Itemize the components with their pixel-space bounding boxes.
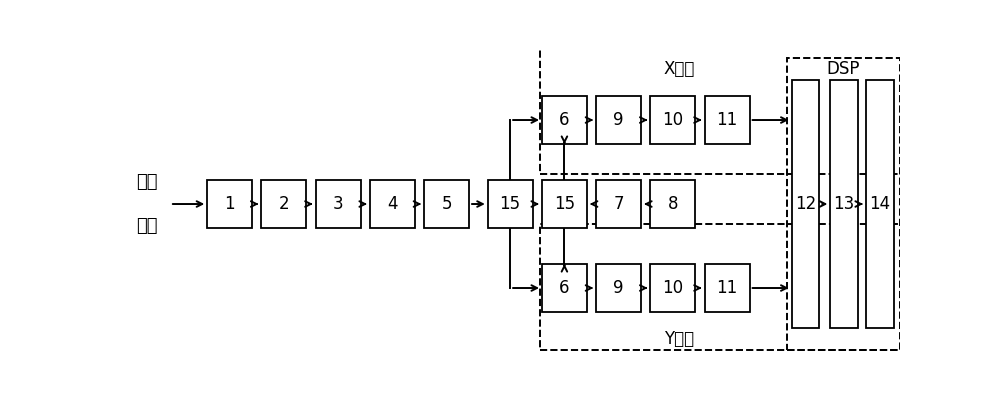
Text: 5: 5 bbox=[441, 195, 452, 213]
Text: 3: 3 bbox=[333, 195, 343, 213]
Bar bbox=[207, 180, 252, 228]
Bar bbox=[542, 264, 587, 312]
Text: 9: 9 bbox=[613, 111, 624, 129]
Text: 6: 6 bbox=[559, 279, 570, 297]
Bar bbox=[650, 180, 695, 228]
Bar bbox=[650, 96, 695, 144]
Bar bbox=[650, 264, 695, 312]
Bar bbox=[542, 180, 587, 228]
Bar bbox=[542, 96, 587, 144]
Bar bbox=[596, 180, 641, 228]
Text: 信号: 信号 bbox=[136, 217, 157, 235]
Text: 15: 15 bbox=[554, 195, 575, 213]
Bar bbox=[424, 180, 469, 228]
Bar bbox=[596, 264, 641, 312]
Text: 1: 1 bbox=[224, 195, 235, 213]
Bar bbox=[787, 58, 900, 350]
Bar bbox=[705, 96, 750, 144]
Bar bbox=[488, 180, 533, 228]
Text: DSP: DSP bbox=[827, 60, 860, 78]
Bar bbox=[261, 180, 306, 228]
Bar bbox=[540, 0, 1000, 175]
Text: 10: 10 bbox=[662, 279, 683, 297]
Text: 11: 11 bbox=[717, 111, 738, 129]
Text: Y偏振: Y偏振 bbox=[664, 330, 694, 348]
Text: 6: 6 bbox=[559, 111, 570, 129]
Text: 15: 15 bbox=[500, 195, 521, 213]
Bar bbox=[596, 96, 641, 144]
Text: 7: 7 bbox=[613, 195, 624, 213]
Text: 8: 8 bbox=[668, 195, 678, 213]
Text: 9: 9 bbox=[613, 279, 624, 297]
Text: 13: 13 bbox=[834, 195, 855, 213]
Text: 14: 14 bbox=[869, 195, 890, 213]
Text: 输入: 输入 bbox=[136, 173, 157, 191]
Text: 2: 2 bbox=[279, 195, 289, 213]
Text: 10: 10 bbox=[662, 111, 683, 129]
Bar bbox=[316, 180, 361, 228]
Bar bbox=[830, 80, 858, 328]
Bar bbox=[370, 180, 415, 228]
Text: 11: 11 bbox=[717, 279, 738, 297]
Bar bbox=[540, 224, 1000, 350]
Bar bbox=[792, 80, 819, 328]
Text: 12: 12 bbox=[795, 195, 816, 213]
Bar bbox=[705, 264, 750, 312]
Text: X偏振: X偏振 bbox=[663, 60, 695, 78]
Bar bbox=[866, 80, 894, 328]
Text: 4: 4 bbox=[387, 195, 398, 213]
